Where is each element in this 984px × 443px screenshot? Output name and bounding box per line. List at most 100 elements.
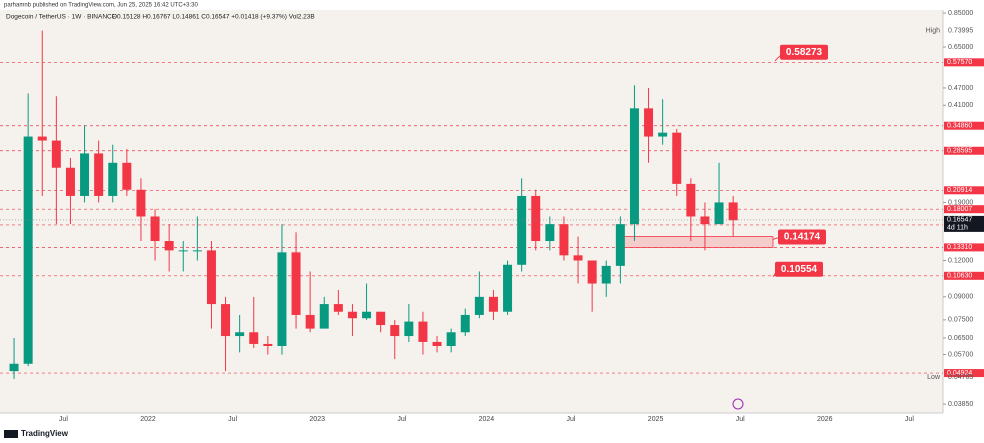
level-label: 0.28595 <box>947 148 972 155</box>
x-tick-label: 2024 <box>479 416 495 423</box>
level-label: 0.18007 <box>947 206 972 213</box>
chart-pane <box>0 10 943 413</box>
callout-box <box>778 229 826 245</box>
x-tick-label: Jul <box>567 416 576 423</box>
candle-body <box>94 153 104 196</box>
x-tick-label: 2026 <box>817 416 833 423</box>
x-tick-label: Jul <box>397 416 406 423</box>
event-icon <box>732 398 744 410</box>
ohlc-label: O0.15128 H0.16767 L0.14861 C0.16547 +0.0… <box>112 14 315 21</box>
level-tag <box>944 243 984 252</box>
y-tick-label: 0.07500 <box>948 317 973 324</box>
candle-body <box>432 341 442 347</box>
y-tick-label: 0.09000 <box>948 294 973 301</box>
y-tick-label: 0.03850 <box>948 401 973 408</box>
candle-body <box>545 224 555 242</box>
extreme-label: 0.73995 <box>948 27 973 34</box>
x-tick-label: 2023 <box>309 416 325 423</box>
y-tick-label: 0.85000 <box>948 10 973 17</box>
y-tick-label: 0.41000 <box>948 102 973 109</box>
byline: parhamnb published on TradingView.com, J… <box>4 3 199 9</box>
extreme-name: Low <box>927 374 941 381</box>
level-tag <box>944 58 984 67</box>
callout-box <box>780 44 828 60</box>
candle-body <box>319 304 329 329</box>
candle-body <box>108 162 118 196</box>
candle-body <box>291 252 301 315</box>
x-tick-label: Jul <box>228 416 237 423</box>
x-tick-label: Jul <box>59 416 68 423</box>
candle-body <box>164 241 174 251</box>
candle-body <box>178 250 188 252</box>
level-label: 0.57570 <box>947 59 972 66</box>
candle-body <box>644 108 654 137</box>
level-label: 0.34860 <box>947 123 972 130</box>
candle-body <box>150 216 160 242</box>
level-label: 0.04924 <box>947 370 972 377</box>
current-label: 0.16547 <box>947 217 972 224</box>
x-tick-label: Jul <box>905 416 914 423</box>
candle-body <box>601 265 611 284</box>
countdown-label: 4d 11h <box>947 225 968 232</box>
candle-body <box>65 167 75 196</box>
candle-body <box>277 252 287 347</box>
candle-body <box>573 255 583 261</box>
candle-body <box>362 311 372 319</box>
candle-body <box>404 321 414 337</box>
y-tick-label: 0.47000 <box>948 85 973 92</box>
level-tag <box>944 271 984 280</box>
callout-label: 0.58273 <box>786 47 823 58</box>
level-label: 0.10630 <box>947 273 972 280</box>
level-tag <box>944 146 984 155</box>
candle-body <box>531 195 541 242</box>
x-tick-label: 2022 <box>140 416 156 423</box>
candle-body <box>629 108 639 225</box>
y-tick-label: 0.06500 <box>948 335 973 342</box>
candle-body <box>263 343 273 347</box>
candle-body <box>192 250 202 252</box>
y-tick-label: 0.05700 <box>948 351 973 358</box>
level-tag <box>944 205 984 214</box>
candle-body <box>221 304 231 337</box>
candle-body <box>686 183 696 217</box>
candle-body <box>418 321 428 342</box>
y-tick-label: 0.19000 <box>948 199 973 206</box>
candle-body <box>503 264 513 312</box>
level-tag <box>944 369 984 378</box>
level-tag <box>944 121 984 130</box>
level-tag <box>944 186 984 195</box>
y-tick-label: 0.12000 <box>948 257 973 264</box>
extreme-label: 0.04765 <box>948 374 973 381</box>
candle-body <box>333 304 343 312</box>
callout-label: 0.14174 <box>784 232 821 243</box>
candle-body <box>80 153 90 196</box>
candle-body <box>672 132 682 184</box>
candle-body <box>9 363 19 372</box>
candle-body <box>587 260 597 284</box>
candle-body <box>714 202 724 225</box>
brand: TradingView <box>21 429 69 438</box>
candle-body <box>474 296 484 315</box>
candle-body <box>305 314 315 329</box>
candle-body <box>728 202 738 221</box>
zone <box>619 236 774 248</box>
candle-body <box>37 136 47 141</box>
candle-body <box>206 250 216 305</box>
extreme-name: High <box>926 27 941 34</box>
chart-title: Dogecoin / TetherUS · 1W · BINANCE <box>6 14 117 21</box>
y-tick-label: 0.65000 <box>948 44 973 51</box>
candle-body <box>559 224 569 256</box>
current-tag <box>944 215 984 232</box>
candle-body <box>51 140 61 168</box>
candle-body <box>700 216 710 225</box>
x-tick-label: 2025 <box>648 416 664 423</box>
x-tick-label: Jul <box>736 416 745 423</box>
candle-body <box>23 136 33 364</box>
candle-body <box>615 224 625 266</box>
candle-body <box>488 296 498 312</box>
candle-body <box>517 195 527 265</box>
brand-logo <box>4 430 18 438</box>
candle-body <box>446 332 456 347</box>
candle-body <box>249 332 259 344</box>
